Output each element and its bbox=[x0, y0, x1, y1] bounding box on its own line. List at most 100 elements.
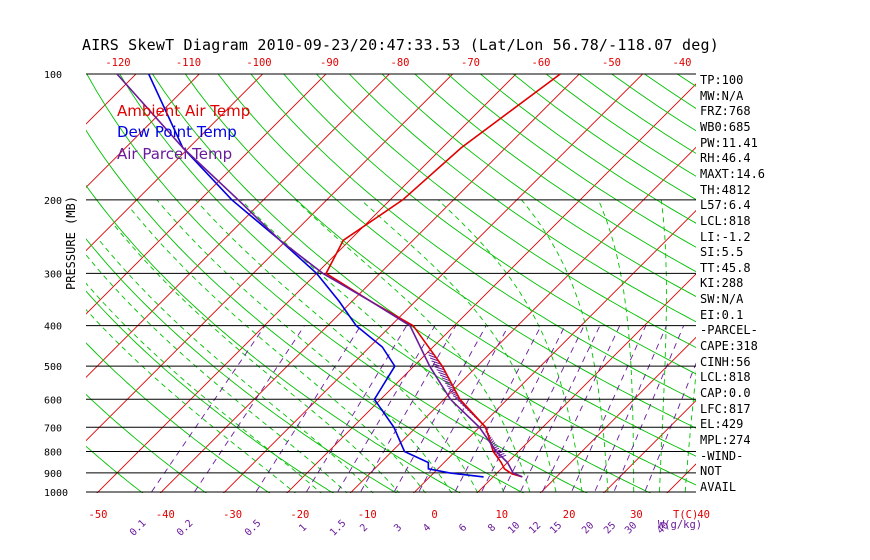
pressure-tick-label: 500 bbox=[44, 362, 62, 373]
isotherm-line bbox=[349, 146, 696, 493]
moist-adiabat-line bbox=[86, 254, 348, 493]
pressure-tick-label: 1000 bbox=[44, 488, 68, 499]
cape-hatch-line bbox=[432, 363, 443, 368]
dry-adiabat-line bbox=[676, 74, 696, 87]
y-axis-label: PRESSURE (MB) bbox=[64, 196, 78, 290]
dry-adiabat-line bbox=[86, 290, 334, 493]
dry-adiabat-line bbox=[512, 74, 696, 201]
dry-adiabat-line bbox=[777, 55, 870, 501]
isotherm-lines bbox=[0, 55, 696, 501]
isotherm-line bbox=[96, 74, 517, 493]
isotherm-line bbox=[0, 55, 28, 501]
index-label: LCL:818 bbox=[700, 213, 751, 228]
dry-adiabat-line bbox=[809, 55, 870, 501]
parcel-temp-line bbox=[116, 74, 523, 478]
bottom-temp-tick-label: 30 bbox=[630, 509, 643, 521]
mixing-ratio-tick-label: 30 bbox=[623, 520, 639, 536]
bottom-temp-tick-label: -10 bbox=[358, 509, 377, 521]
dry-adiabat-line bbox=[119, 74, 652, 493]
isotherm-line bbox=[159, 74, 580, 493]
mixing-ratio-tick-label: 6 bbox=[457, 522, 469, 534]
index-label: WB0:685 bbox=[700, 119, 751, 134]
mixing-ratio-tick-label: 4 bbox=[421, 522, 433, 534]
ambient-temp-line bbox=[325, 74, 561, 478]
cape-hatch-line bbox=[443, 380, 452, 384]
moist-adiabat-line bbox=[437, 199, 583, 493]
moist-adiabat-line bbox=[156, 199, 453, 493]
cape-hatch-line bbox=[441, 377, 451, 382]
legend-dew-point-temp: Dew Point Temp bbox=[117, 123, 237, 141]
index-label: LCL:818 bbox=[700, 370, 751, 385]
mixing-ratio-line bbox=[305, 325, 407, 493]
index-label: KI:288 bbox=[700, 276, 744, 291]
mixing-ratio-tick-label: 0.5 bbox=[243, 518, 264, 539]
mixing-ratio-tick-label: 15 bbox=[548, 520, 564, 536]
mixing-ratio-line bbox=[254, 325, 362, 493]
mixing-ratio-tick-label: 25 bbox=[602, 520, 618, 536]
cape-hatch-line bbox=[431, 360, 441, 365]
cape-hatch-line bbox=[434, 366, 445, 371]
isotherm-line bbox=[86, 74, 327, 315]
index-label: CAPE:318 bbox=[700, 339, 758, 354]
dry-adiabat-line bbox=[381, 74, 696, 298]
cape-hatch-line bbox=[439, 374, 449, 379]
index-label: -PARCEL- bbox=[700, 323, 758, 338]
temp-unit-label: T(C) bbox=[673, 509, 698, 521]
index-label: TH:4812 bbox=[700, 182, 751, 197]
isotherm-line bbox=[86, 74, 454, 442]
dry-adiabat-line bbox=[315, 74, 696, 349]
mixing-ratio-tick-label: 20 bbox=[580, 520, 596, 536]
index-label: LI:-1.2 bbox=[700, 229, 751, 244]
index-label: FRZ:768 bbox=[700, 104, 751, 119]
mixing-ratio-line bbox=[417, 325, 509, 493]
mixing-ratio-tick-label: 10 bbox=[506, 520, 522, 536]
mixing-ratio-tick-label: 3 bbox=[392, 522, 404, 534]
index-label: L57:6.4 bbox=[700, 198, 751, 213]
index-label: RH:46.4 bbox=[700, 151, 751, 166]
cape-hatch-line bbox=[436, 369, 446, 374]
cape-hatch-area bbox=[427, 351, 507, 459]
dry-adiabat-line bbox=[86, 238, 398, 493]
mixing-ratio-line bbox=[593, 325, 667, 493]
index-label: PW:11.41 bbox=[700, 135, 758, 150]
moist-adiabat-line bbox=[86, 282, 322, 493]
top-temp-tick-label: -120 bbox=[105, 57, 130, 69]
isotherm-line bbox=[539, 336, 696, 493]
dry-adiabat-line bbox=[745, 55, 870, 501]
mixing-ratio-line bbox=[612, 325, 685, 493]
top-temp-tick-label: -90 bbox=[320, 57, 339, 69]
top-temp-tick-label: -110 bbox=[176, 57, 201, 69]
index-label: CAP:0.0 bbox=[700, 386, 751, 400]
moist-adiabat-line bbox=[195, 199, 479, 493]
dry-adiabat-line bbox=[86, 393, 207, 493]
bottom-temp-tick-label: -50 bbox=[89, 509, 108, 521]
pressure-tick-label: 600 bbox=[44, 395, 62, 406]
dry-adiabat-line bbox=[217, 74, 696, 429]
pressure-tick-label: 200 bbox=[44, 196, 62, 207]
index-label: -WIND- bbox=[700, 448, 744, 463]
moist-adiabat-lines bbox=[86, 199, 696, 493]
pressure-tick-label: 100 bbox=[44, 70, 62, 81]
dry-adiabat-line bbox=[86, 445, 144, 493]
dry-adiabat-line bbox=[86, 74, 588, 493]
bottom-temp-tick-label: -20 bbox=[290, 509, 309, 521]
moist-adiabat-line bbox=[521, 199, 609, 493]
bottom-temp-tick-label: 40 bbox=[697, 509, 710, 521]
dry-adiabat-line bbox=[348, 74, 696, 323]
mixing-ratio-line bbox=[392, 325, 487, 493]
cape-hatch-line bbox=[492, 447, 500, 452]
dry-adiabat-line bbox=[447, 74, 696, 248]
dry-adiabat-line bbox=[545, 74, 696, 177]
mixing-ratio-line bbox=[150, 325, 266, 493]
moist-adiabat-line bbox=[86, 308, 296, 493]
mixing-ratio-line bbox=[193, 325, 305, 493]
bottom-temp-tick-label: 0 bbox=[431, 509, 437, 521]
isotherm-line bbox=[86, 74, 200, 188]
pressure-tick-label: 900 bbox=[44, 469, 62, 480]
top-temp-tick-label: -70 bbox=[461, 57, 480, 69]
mixing-ratio-line bbox=[359, 325, 457, 493]
moist-adiabat-line bbox=[597, 199, 635, 493]
index-label: LFC:817 bbox=[700, 401, 751, 416]
index-label: EL:429 bbox=[700, 417, 744, 432]
